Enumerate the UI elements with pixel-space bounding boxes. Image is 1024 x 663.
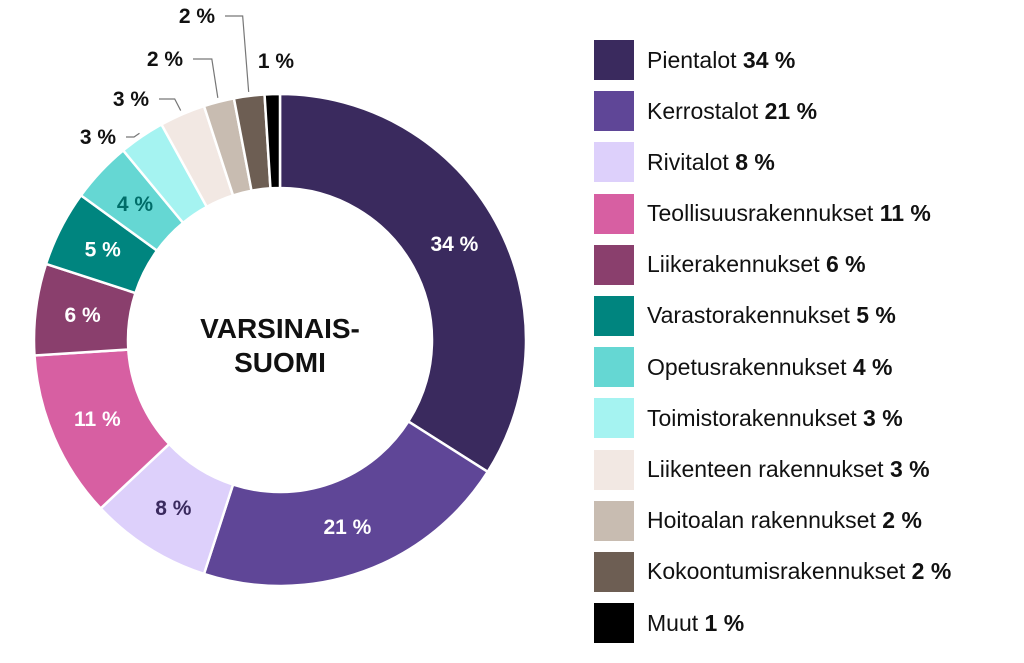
legend-value: 3 % <box>863 404 903 431</box>
leader-line-toimistorakennukset <box>126 132 140 138</box>
legend-swatch <box>594 40 634 80</box>
slice-muut <box>263 92 282 190</box>
legend-item-kokoontumisrakennukset: Kokoontumisrakennukset 2 % <box>594 551 1014 592</box>
data-label-varastorakennukset: 5 % <box>85 239 122 262</box>
data-label-opetusrakennukset: 4 % <box>117 193 154 216</box>
leader-line-kokoontumisrakennukset <box>225 15 250 93</box>
legend-value: 3 % <box>889 456 930 482</box>
legend-swatch <box>594 449 634 490</box>
legend-name: Hoitoalan rakennukset <box>647 507 876 534</box>
legend-label: Kerrostalot 21 % <box>647 98 817 125</box>
legend-label: Teollisuusrakennukset 11 % <box>647 200 931 227</box>
legend-value: 8 % <box>735 148 775 175</box>
legend-swatch <box>594 500 634 541</box>
legend-value: 34 % <box>742 46 796 73</box>
data-label-liikenteen-rakennukset: 3 % <box>113 88 150 111</box>
legend-item-varastorakennukset: Varastorakennukset 5 % <box>594 295 1014 336</box>
legend-value: 4 % <box>852 353 893 380</box>
legend-label: Rivitalot 8 % <box>647 149 775 176</box>
legend-label: Varastorakennukset 5 % <box>647 302 896 329</box>
data-label-pientalot: 34 % <box>430 233 478 256</box>
legend-item-muut: Muut 1 % <box>594 603 1014 644</box>
data-label-toimistorakennukset: 3 % <box>80 126 117 149</box>
legend-swatch <box>594 347 634 388</box>
legend-swatch <box>594 551 634 592</box>
legend-swatch <box>594 244 634 285</box>
legend-label: Liikenteen rakennukset 3 % <box>647 456 930 483</box>
legend-value: 6 % <box>826 251 866 278</box>
legend-name: Liikerakennukset <box>647 251 820 278</box>
legend-name: Toimistorakennukset <box>647 404 857 431</box>
chart-legend: Pientalot 34 % Kerrostalot 21 % Rivitalot … <box>594 40 1014 654</box>
leader-line-hoitoalan-rakennukset <box>193 58 219 98</box>
legend-name: Kerrostalot <box>647 97 759 124</box>
legend-value: 21 % <box>764 97 818 124</box>
legend-item-hoitoalan-rakennukset: Hoitoalan rakennukset 2 % <box>594 500 1014 541</box>
legend-name: Kokoontumisrakennukset <box>647 558 906 585</box>
legend-label: Muut 1 % <box>647 610 744 637</box>
legend-value: 2 % <box>911 558 952 585</box>
legend-value: 1 % <box>704 609 745 636</box>
legend-swatch <box>594 295 634 336</box>
leader-line-liikenteen-rakennukset <box>159 98 182 111</box>
legend-label: Toimistorakennukset 3 % <box>647 405 903 432</box>
legend-item-liikerakennukset: Liikerakennukset 6 % <box>594 244 1014 285</box>
legend-swatch <box>594 398 634 439</box>
legend-name: Liikenteen rakennukset <box>647 456 884 482</box>
legend-name: Pientalot <box>647 46 737 73</box>
data-label-liikerakennukset: 6 % <box>64 304 101 327</box>
legend-name: Muut <box>647 609 699 636</box>
legend-label: Opetusrakennukset 4 % <box>647 354 892 381</box>
legend-swatch <box>594 91 634 132</box>
slice-kerrostalot <box>202 419 490 588</box>
legend-label: Hoitoalan rakennukset 2 % <box>647 507 922 534</box>
data-label-kokoontumisrakennukset: 2 % <box>179 5 216 28</box>
legend-name: Opetusrakennukset <box>647 353 847 380</box>
legend-item-toimistorakennukset: Toimistorakennukset 3 % <box>594 398 1014 439</box>
data-label-teollisuusrakennukset: 11 % <box>74 408 121 431</box>
legend-item-pientalot: Pientalot 34 % <box>594 40 1014 80</box>
legend-item-liikenteen-rakennukset: Liikenteen rakennukset 3 % <box>594 449 1014 490</box>
legend-name: Teollisuusrakennukset <box>647 200 874 227</box>
legend-swatch <box>594 193 634 234</box>
data-label-muut: 1 % <box>258 50 295 73</box>
legend-value: 11 % <box>879 200 931 227</box>
chart-center-title: VARSINAIS- SUOMI <box>200 313 360 378</box>
legend-label: Kokoontumisrakennukset 2 % <box>647 558 951 585</box>
data-label-hoitoalan-rakennukset: 2 % <box>147 48 184 71</box>
donut-chart: 34 % 21 % 8 % 11 % 6 % 5 % 4 % 3 % 3 % 2 % 2 % 1 % <box>32 5 528 588</box>
legend-value: 5 % <box>856 302 896 329</box>
data-label-rivitalot: 8 % <box>155 497 192 520</box>
slice-pientalot <box>278 92 528 474</box>
legend-item-kerrostalot: Kerrostalot 21 % <box>594 91 1014 132</box>
legend-item-teollisuusrakennukset: Teollisuusrakennukset 11 % <box>594 193 1014 234</box>
legend-item-opetusrakennukset: Opetusrakennukset 4 % <box>594 347 1014 388</box>
legend-value: 2 % <box>882 507 922 534</box>
legend-name: Varastorakennukset <box>647 302 850 329</box>
data-label-kerrostalot: 21 % <box>323 516 371 539</box>
legend-label: Liikerakennukset 6 % <box>647 251 866 278</box>
legend-name: Rivitalot <box>647 148 729 175</box>
legend-swatch <box>594 142 634 183</box>
legend-label: Pientalot 34 % <box>647 47 795 74</box>
legend-item-rivitalot: Rivitalot 8 % <box>594 142 1014 183</box>
legend-swatch <box>594 603 634 644</box>
